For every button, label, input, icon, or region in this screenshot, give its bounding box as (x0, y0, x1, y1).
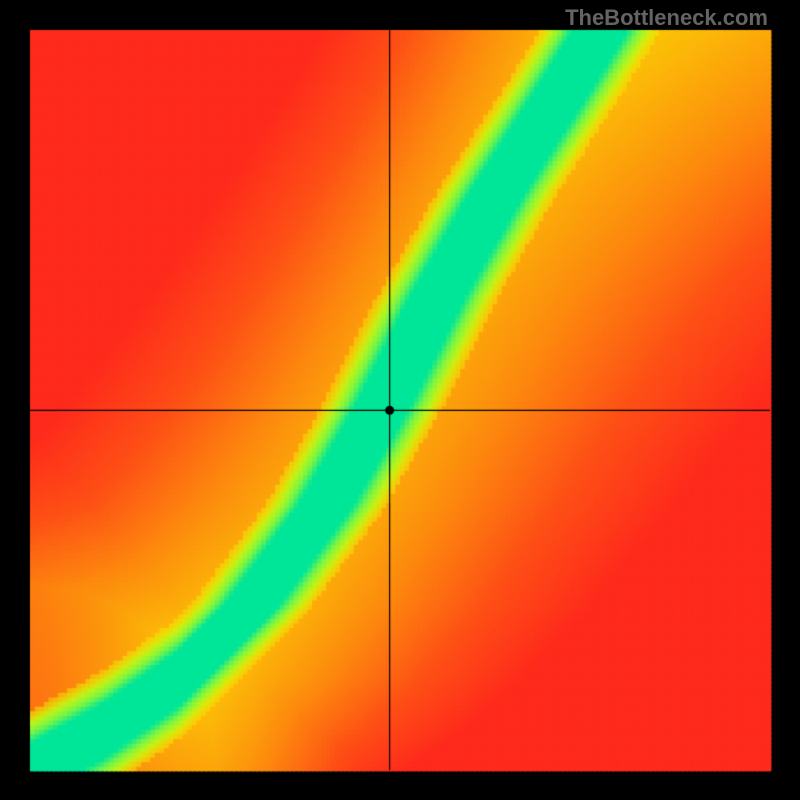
watermark-text: TheBottleneck.com (565, 5, 768, 31)
chart-container: TheBottleneck.com (0, 0, 800, 800)
bottleneck-heatmap (0, 0, 800, 800)
